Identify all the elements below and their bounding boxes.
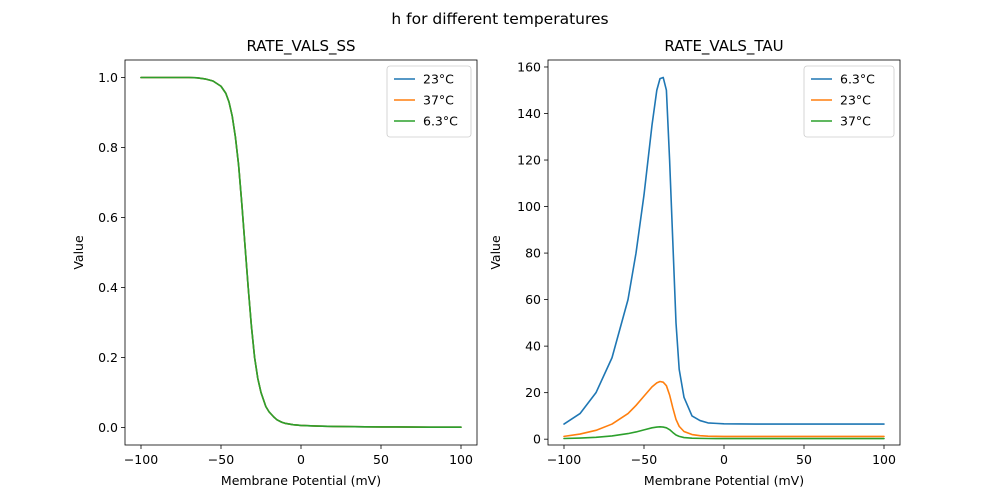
legend-entry: 23°C xyxy=(423,72,454,87)
series-group xyxy=(563,76,885,440)
series-line-37-C xyxy=(563,426,885,440)
subplot-title: RATE_VALS_TAU xyxy=(664,37,783,56)
x-tick-label: 50 xyxy=(373,452,389,467)
y-axis-label: Value xyxy=(71,235,86,270)
series-line-23-C xyxy=(563,380,885,438)
subplots: −100 −50 0 50 100 0.0 0.2 0.4 0.6 0.8 1.0 Membrane … xyxy=(71,37,901,488)
y-tick-label: 100 xyxy=(517,199,541,214)
figure-title: h for different temperatures xyxy=(391,10,608,28)
x-tick-label: −100 xyxy=(124,452,158,467)
y-tick-label: 0.8 xyxy=(98,140,118,155)
legend: 6.3°C 23°C 37°C xyxy=(803,65,895,138)
subplot-1: −100 −50 0 50 100 0.0 0.2 0.4 0.6 0.8 1.0 Membrane … xyxy=(71,37,478,488)
x-tick-label: −50 xyxy=(208,452,234,467)
series-line-6-3-C xyxy=(563,76,885,425)
y-tick-label: 140 xyxy=(517,106,541,121)
legend-entry: 6.3°C xyxy=(840,72,875,87)
legend-entry: 23°C xyxy=(840,93,871,108)
y-tick-label: 1.0 xyxy=(98,70,118,85)
y-tick-label: 120 xyxy=(517,153,541,168)
y-tick-label: 40 xyxy=(525,339,541,354)
y-axis-label: Value xyxy=(488,235,503,270)
y-tick-label: 0.2 xyxy=(98,350,118,365)
x-tick-label: −50 xyxy=(631,452,657,467)
x-tick-label: 0 xyxy=(720,452,728,467)
x-tick-label: 100 xyxy=(449,452,473,467)
legend-entry: 6.3°C xyxy=(423,114,458,129)
series-group xyxy=(140,76,462,428)
y-tick-label: 0 xyxy=(533,432,541,447)
y-tick-label: 60 xyxy=(525,292,541,307)
y-tick-label: 20 xyxy=(525,385,541,400)
legend-entry: 37°C xyxy=(840,114,871,129)
subplot-2: −100 −50 0 50 100 0 20 40 60 80 100 120 140 160 Membra… xyxy=(488,37,901,488)
y-tick-label: 160 xyxy=(517,59,541,74)
legend-box xyxy=(803,65,895,138)
legend-entry: 37°C xyxy=(423,93,454,108)
x-axis-label: Membrane Potential (mV) xyxy=(644,473,804,488)
y-tick-label: 0.4 xyxy=(98,280,118,295)
y-tick-label: 80 xyxy=(525,246,541,261)
x-tick-label: 0 xyxy=(297,452,305,467)
y-tick-label: 0.0 xyxy=(98,420,118,435)
subplot-title: RATE_VALS_SS xyxy=(246,37,355,56)
x-tick-label: 100 xyxy=(872,452,896,467)
x-tick-label: −100 xyxy=(547,452,581,467)
x-tick-label: 50 xyxy=(796,452,812,467)
legend-box xyxy=(386,65,472,138)
series-line-6-3-C xyxy=(140,76,462,428)
x-axis-label: Membrane Potential (mV) xyxy=(221,473,381,488)
y-tick-label: 0.6 xyxy=(98,210,118,225)
legend: 23°C 37°C 6.3°C xyxy=(386,65,472,138)
